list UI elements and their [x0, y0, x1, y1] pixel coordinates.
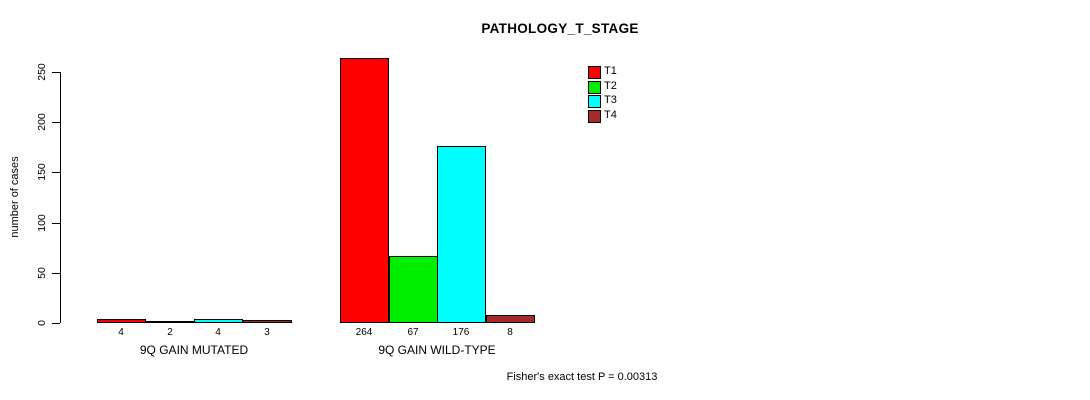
legend-label-t1: T1 — [604, 65, 617, 77]
bar-t3-wild-type — [437, 146, 486, 323]
y-tick-label: 250 — [36, 63, 48, 81]
category-label: 9Q GAIN MUTATED — [139, 343, 249, 357]
bar-value-label: 3 — [264, 327, 270, 338]
y-tick-mark — [52, 122, 60, 123]
bar-t4-wild-type — [486, 315, 535, 323]
legend-label-t3: T3 — [604, 94, 617, 106]
y-tick-mark — [52, 223, 60, 224]
fisher-test-annotation: Fisher's exact test P = 0.00313 — [506, 371, 658, 383]
category-label: 9Q GAIN WILD-TYPE — [378, 343, 496, 357]
legend-swatch-t3 — [588, 95, 601, 108]
bar-t4-mutated — [243, 320, 292, 323]
legend-label-t4: T4 — [604, 109, 617, 121]
y-tick-mark — [52, 72, 60, 73]
y-tick-label: 100 — [36, 214, 48, 232]
bar-t2-wild-type — [389, 256, 438, 323]
legend-label-t2: T2 — [604, 80, 617, 92]
legend-swatch-t4 — [588, 110, 601, 123]
y-tick-label: 200 — [36, 113, 48, 131]
legend-swatch-t1 — [588, 66, 601, 79]
y-tick-label: 50 — [36, 267, 48, 279]
y-axis-line — [60, 72, 61, 323]
legend-swatch-t2 — [588, 81, 601, 94]
bar-value-label: 67 — [407, 327, 419, 338]
bar-value-label: 8 — [507, 327, 513, 338]
bar-value-label: 2 — [167, 327, 173, 338]
bar-t3-mutated — [194, 319, 243, 323]
y-tick-mark — [52, 273, 60, 274]
bar-value-label: 176 — [452, 327, 470, 338]
y-tick-label: 0 — [36, 320, 48, 326]
chart-title: PATHOLOGY_T_STAGE — [481, 21, 639, 36]
y-tick-mark — [52, 323, 60, 324]
y-axis-label: number of cases — [9, 156, 21, 238]
y-tick-label: 150 — [36, 163, 48, 181]
bar-t1-mutated — [97, 319, 146, 323]
bar-value-label: 264 — [355, 327, 373, 338]
bar-value-label: 4 — [118, 327, 124, 338]
y-tick-mark — [52, 172, 60, 173]
bar-t2-mutated — [146, 321, 195, 323]
bar-t1-wild-type — [340, 58, 389, 323]
bar-value-label: 4 — [215, 327, 221, 338]
